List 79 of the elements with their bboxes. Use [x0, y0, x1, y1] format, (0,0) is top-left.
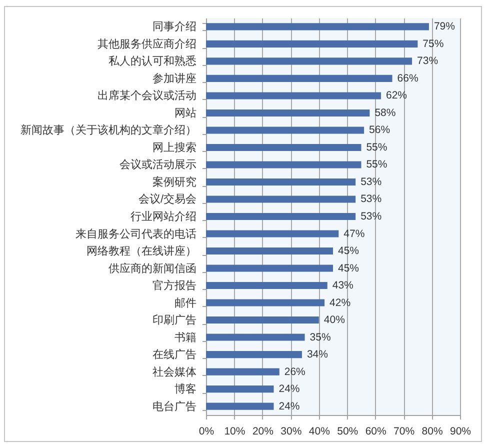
y-tick-label: 案例研究 — [152, 175, 196, 188]
y-tick-label: 网络教程（在线讲座） — [86, 244, 196, 258]
bar — [206, 385, 274, 393]
bar — [206, 144, 362, 152]
bar — [206, 40, 418, 48]
data-label: 75% — [422, 38, 444, 50]
bar — [206, 402, 274, 410]
data-label: 26% — [284, 366, 306, 378]
bar — [206, 126, 364, 134]
data-label: 35% — [310, 331, 331, 344]
bar — [206, 316, 319, 324]
bar — [206, 282, 328, 290]
x-tick-label: 70% — [394, 426, 415, 438]
data-label: 45% — [338, 262, 360, 274]
x-tick-label: 40% — [308, 426, 330, 438]
bar — [206, 109, 370, 117]
data-label: 40% — [324, 314, 345, 326]
x-tick-label: 20% — [252, 426, 274, 438]
bar — [206, 264, 333, 272]
data-label: 62% — [386, 90, 407, 102]
bar — [206, 368, 280, 376]
data-label: 53% — [360, 210, 382, 222]
data-label: 79% — [434, 20, 455, 33]
bar — [206, 178, 356, 186]
bar — [206, 161, 362, 168]
data-label: 47% — [344, 228, 365, 240]
data-label: 53% — [360, 193, 382, 206]
y-tick-label: 会议或活动展示 — [120, 158, 196, 172]
data-label: 42% — [330, 296, 351, 309]
y-tick-label: 出席某个会议或活动 — [98, 89, 196, 102]
bar — [206, 196, 356, 203]
y-tick-label: 供应商的新闻信函 — [108, 262, 196, 275]
y-tick-label: 同事介绍 — [152, 20, 196, 34]
x-tick-label: 60% — [365, 426, 386, 438]
y-tick-label: 私人的认可和熟悉 — [108, 54, 196, 68]
y-tick-label: 社会媒体 — [152, 365, 196, 378]
y-tick-label: 书籍 — [174, 330, 196, 344]
y-tick-label: 官方报告 — [152, 279, 196, 292]
bar — [206, 92, 381, 100]
bar — [206, 299, 325, 306]
y-tick-label: 博客 — [174, 382, 196, 396]
bar — [206, 212, 356, 220]
data-label: 24% — [278, 383, 300, 396]
x-tick-label: 0% — [198, 426, 214, 438]
data-label: 58% — [374, 106, 396, 119]
y-tick-label: 在线广告 — [152, 348, 196, 362]
y-tick-label: 行业网站介绍 — [130, 210, 196, 223]
data-label: 45% — [338, 245, 360, 258]
bar — [206, 247, 333, 255]
data-label: 56% — [369, 124, 390, 136]
bar — [206, 230, 339, 238]
x-tick-label: 80% — [422, 426, 443, 438]
data-label: 73% — [417, 55, 438, 68]
y-tick-label: 网上搜索 — [152, 140, 196, 154]
bar — [206, 74, 392, 82]
y-tick-label: 邮件 — [174, 296, 196, 310]
bar — [206, 334, 305, 341]
bar — [206, 58, 412, 65]
data-label: 34% — [306, 348, 328, 361]
y-tick-label: 新闻故事（关于该机构的文章介绍） — [20, 124, 196, 137]
data-label: 24% — [278, 400, 300, 412]
data-label: 55% — [366, 158, 388, 171]
data-label: 66% — [397, 72, 418, 84]
x-tick-label: 30% — [280, 426, 302, 438]
data-label: 53% — [360, 176, 382, 188]
data-label: 55% — [366, 141, 388, 154]
x-tick-label: 50% — [337, 426, 358, 438]
bar — [206, 350, 302, 358]
y-tick-label: 电台广告 — [152, 400, 196, 413]
y-tick-label: 参加讲座 — [152, 72, 196, 85]
x-tick-label: 90% — [450, 426, 472, 438]
y-tick-label: 网站 — [174, 106, 196, 120]
x-tick-label: 10% — [224, 426, 246, 438]
data-label: 43% — [332, 280, 354, 292]
y-tick-label: 会议/交易会 — [138, 192, 196, 206]
y-tick-label: 印刷广告 — [152, 314, 196, 327]
y-tick-label: 来自服务公司代表的电话 — [76, 227, 196, 240]
bar — [206, 23, 429, 30]
y-tick-label: 其他服务供应商介绍 — [98, 37, 196, 50]
